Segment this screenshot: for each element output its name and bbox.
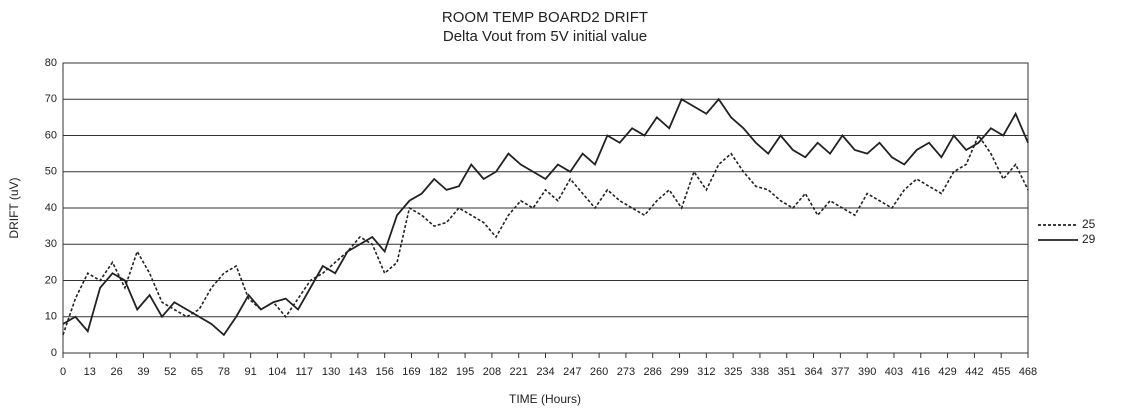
series-line [62,97,1029,337]
x-tick-label: 91 [245,366,257,378]
x-tick-label: 377 [831,366,849,378]
x-tick-label: 182 [429,366,447,378]
y-tick-label: 10 [45,311,57,323]
chart-title: ROOM TEMP BOARD2 DRIFT [442,9,648,26]
x-tick-label: 65 [191,366,203,378]
x-tick-label: 468 [1019,366,1037,378]
x-tick-label: 273 [617,366,635,378]
x-tick-label: 104 [268,366,286,378]
series-line [62,133,1029,336]
x-tick-label: 286 [644,366,662,378]
y-tick-label: 60 [45,129,57,141]
x-tick-label: 13 [84,366,96,378]
x-tick-label: 221 [510,366,528,378]
x-tick-label: 130 [322,366,340,378]
y-tick-label: 30 [45,238,57,250]
x-tick-label: 325 [724,366,742,378]
x-tick-label: 429 [938,366,956,378]
y-axis-label: DRIFT (uV) [7,177,21,238]
x-tick-label: 403 [885,366,903,378]
y-tick-label: 80 [45,57,57,69]
y-tick-label: 40 [45,202,57,214]
x-tick-label: 442 [965,366,983,378]
x-tick-label: 195 [456,366,474,378]
legend-label: 29 [1082,232,1096,246]
chart-subtitle: Delta Vout from 5V initial value [443,28,647,45]
x-tick-label: 39 [137,366,149,378]
legend-label: 25 [1082,217,1096,231]
y-tick-label: 70 [45,93,57,105]
x-tick-label: 416 [912,366,930,378]
x-tick-label: 26 [110,366,122,378]
x-tick-label: 351 [778,366,796,378]
x-tick-label: 234 [536,366,554,378]
x-tick-label: 312 [697,366,715,378]
y-tick-label: 50 [45,166,57,178]
x-tick-label: 52 [164,366,176,378]
y-tick-label: 20 [45,274,57,286]
y-tick-label: 0 [51,347,57,359]
x-axis-label: TIME (Hours) [509,392,581,406]
x-tick-label: 0 [60,366,66,378]
x-tick-label: 455 [992,366,1010,378]
x-tick-label: 169 [402,366,420,378]
x-tick-label: 78 [218,366,230,378]
x-tick-label: 260 [590,366,608,378]
x-tick-label: 117 [295,366,313,378]
x-tick-label: 143 [349,366,367,378]
x-tick-label: 364 [804,366,822,378]
x-tick-label: 247 [563,366,581,378]
x-tick-label: 338 [751,366,769,378]
x-tick-label: 390 [858,366,876,378]
x-tick-label: 208 [483,366,501,378]
x-tick-label: 299 [670,366,688,378]
x-tick-label: 156 [375,366,393,378]
